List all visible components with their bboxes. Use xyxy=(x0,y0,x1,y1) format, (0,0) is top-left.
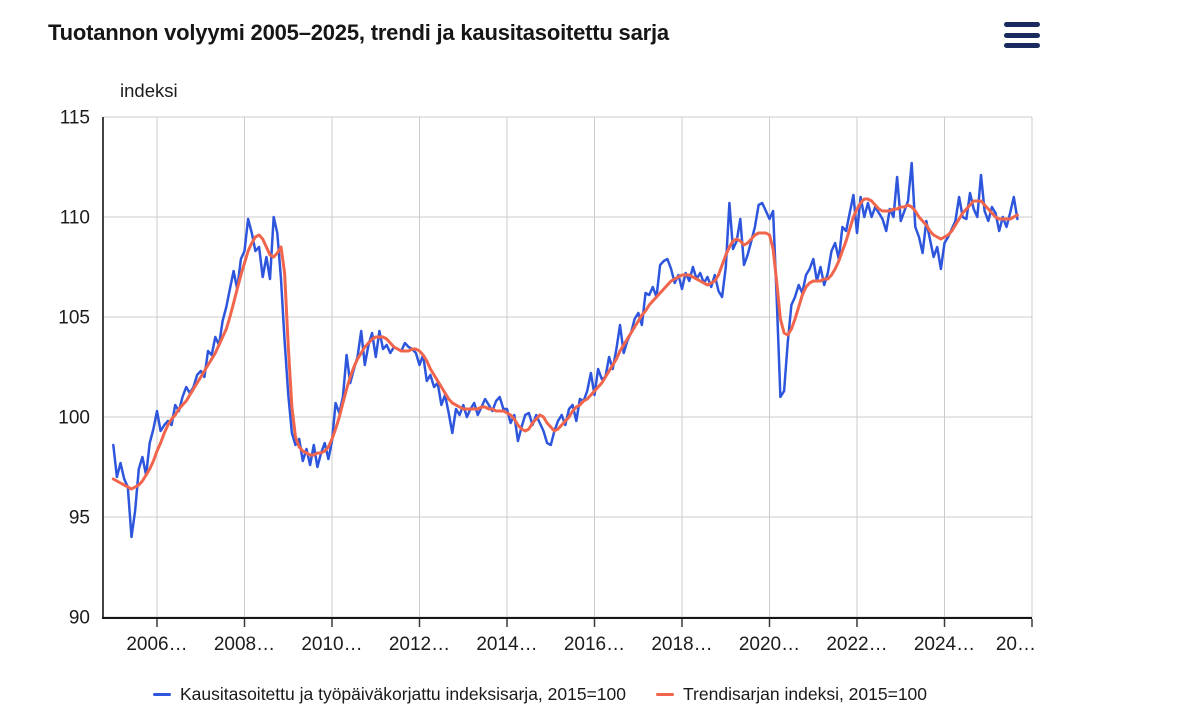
hamburger-bar xyxy=(1004,22,1040,27)
line-chart: 115 110 105 100 95 90 2006… 2008… 2010… 2012… 2014… xyxy=(58,80,1036,655)
svg-text:20…: 20… xyxy=(996,634,1036,655)
svg-text:100: 100 xyxy=(58,408,90,429)
hamburger-bar xyxy=(1004,43,1040,48)
svg-text:2020…: 2020… xyxy=(739,634,800,655)
svg-text:2008…: 2008… xyxy=(214,634,275,655)
svg-text:2006…: 2006… xyxy=(126,634,187,655)
x-axis-labels: 2006… 2008… 2010… 2012… 2014… 2016… 2018… 2020…… xyxy=(126,634,1036,655)
svg-text:2022…: 2022… xyxy=(826,634,887,655)
y-axis-labels: 115 110 105 100 95 90 xyxy=(58,108,90,629)
legend-dash-blue-icon xyxy=(152,693,171,696)
chart-page: Tuotannon volyymi 2005–2025, trendi ja k… xyxy=(0,20,1080,705)
hamburger-menu-button[interactable] xyxy=(1004,22,1040,48)
svg-text:95: 95 xyxy=(69,508,90,529)
svg-text:2014…: 2014… xyxy=(476,634,537,655)
svg-text:115: 115 xyxy=(60,108,90,129)
axis-lines xyxy=(102,117,1032,619)
legend-label-trend: Trendisarjan indeksi, 2015=100 xyxy=(683,684,928,704)
legend-dash-orange-icon xyxy=(656,693,674,696)
legend-label-seasonally-adjusted: Kausitasoitettu ja työpäiväkorjattu inde… xyxy=(179,684,626,704)
hamburger-bar xyxy=(1004,32,1040,38)
svg-text:105: 105 xyxy=(58,308,90,329)
svg-text:110: 110 xyxy=(60,208,90,229)
svg-text:2010…: 2010… xyxy=(301,634,362,655)
y-axis-title: indeksi xyxy=(120,80,178,101)
seasonally-adjusted-series-line xyxy=(112,161,1019,539)
legend-item-seasonally-adjusted[interactable]: Kausitasoitettu ja työpäiväkorjattu inde… xyxy=(152,684,626,705)
x-axis-ticks xyxy=(156,619,1033,627)
svg-text:2012…: 2012… xyxy=(389,634,450,655)
svg-text:2016…: 2016… xyxy=(564,634,625,655)
svg-text:2018…: 2018… xyxy=(651,634,712,655)
svg-text:2024…: 2024… xyxy=(914,634,975,655)
page-title: Tuotannon volyymi 2005–2025, trendi ja k… xyxy=(48,20,669,45)
svg-text:90: 90 xyxy=(69,608,90,629)
legend-item-trend[interactable]: Trendisarjan indeksi, 2015=100 xyxy=(656,684,927,705)
gridlines xyxy=(103,116,1033,618)
chart-legend: Kausitasoitettu ja työpäiväkorjattu inde… xyxy=(0,684,1080,705)
trend-series-line xyxy=(111,197,1019,491)
